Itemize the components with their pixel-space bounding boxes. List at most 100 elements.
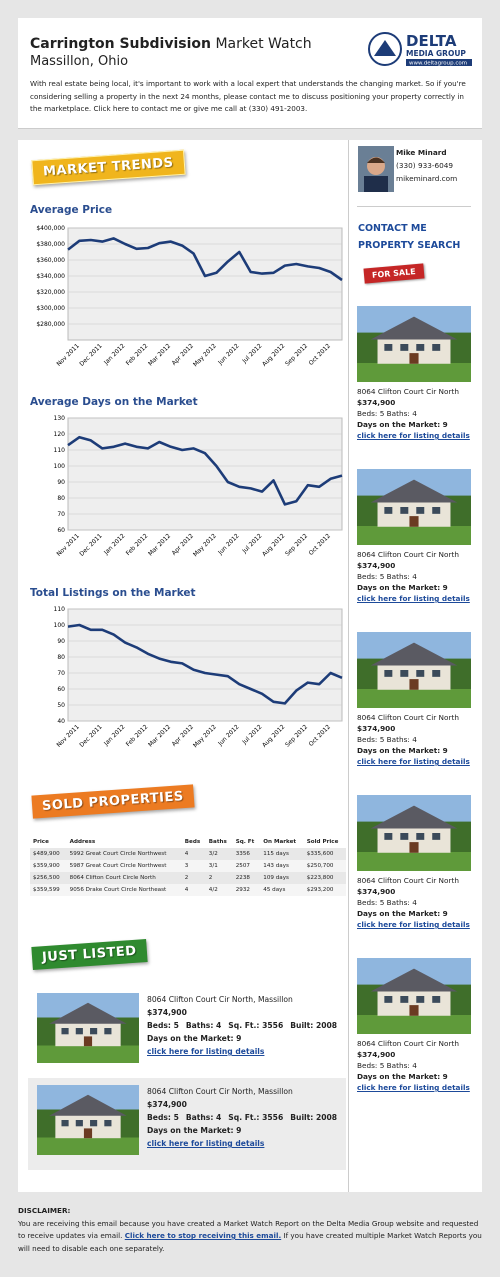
listing-link[interactable]: click here for listing details bbox=[357, 920, 470, 929]
table-cell: 9056 Drake Court Circle Northeast bbox=[69, 887, 167, 893]
listing-link[interactable]: click here for listing details bbox=[357, 431, 470, 440]
listing-price: $374,900 bbox=[357, 887, 396, 896]
x-tick-label: Nov 2011 bbox=[55, 532, 81, 558]
column-header: Address bbox=[69, 839, 96, 845]
x-tick-label: Aug 2012 bbox=[261, 723, 287, 749]
house-window bbox=[61, 1028, 69, 1035]
listing-price: $374,900 bbox=[147, 1008, 187, 1017]
table-row: $359,900 5987 Great Court Circle Northwes… bbox=[30, 860, 346, 872]
x-tick-label: Mar 2012 bbox=[147, 723, 172, 748]
table-cell: 3356 bbox=[235, 851, 250, 857]
listing-link[interactable]: click here for listing details bbox=[147, 1139, 265, 1148]
house-roof bbox=[370, 968, 458, 992]
listing-beds: Beds: 5 Baths: 4 bbox=[357, 898, 417, 907]
x-tick-label: Oct 2012 bbox=[308, 723, 333, 748]
y-tick-label: 60 bbox=[57, 686, 65, 693]
y-tick-label: 110 bbox=[54, 447, 66, 454]
listing-details: Beds: 5 Baths: 4 Sq. Ft.: 3556 Built: 2008 bbox=[147, 1019, 342, 1032]
photo-lawn bbox=[37, 1135, 139, 1155]
house-door bbox=[83, 1128, 93, 1139]
y-tick-label: $400,000 bbox=[36, 225, 65, 232]
unsubscribe-link[interactable]: Click here to stop receiving this email. bbox=[124, 1231, 282, 1240]
listing-beds: Beds: 5 Baths: 4 bbox=[357, 1061, 417, 1070]
x-tick-label: Dec 2011 bbox=[78, 532, 103, 557]
listing-address: 8064 Clifton Court Cir North, Massillon bbox=[147, 995, 293, 1004]
house-roof bbox=[370, 316, 458, 340]
photo-lawn bbox=[357, 686, 471, 708]
listing-link[interactable]: click here for listing details bbox=[357, 594, 470, 603]
photo-lawn bbox=[357, 360, 471, 382]
listing-detail: Sq. Ft.: 3556 bbox=[228, 1021, 284, 1030]
listing-link[interactable]: click here for listing details bbox=[147, 1047, 265, 1056]
listing-link[interactable]: click here for listing details bbox=[357, 1083, 470, 1092]
table-header: Price Address Beds Baths Sq. Ft On Market Sold… bbox=[30, 836, 346, 848]
y-tick-label: $320,000 bbox=[36, 289, 65, 296]
house-window bbox=[400, 996, 409, 1003]
column-header: Sold Price bbox=[306, 839, 339, 845]
x-tick-label: Jan 2012 bbox=[102, 532, 126, 556]
x-tick-label: Nov 2011 bbox=[55, 342, 81, 368]
photo-lawn bbox=[357, 849, 471, 871]
subtitle: Massillon, Ohio bbox=[30, 54, 129, 69]
house-roof bbox=[49, 1094, 127, 1116]
house-photo bbox=[357, 958, 471, 1034]
y-tick-label: $360,000 bbox=[36, 257, 65, 264]
table-cell: 3 bbox=[184, 863, 189, 869]
table-cell: 109 days bbox=[263, 875, 289, 881]
table-cell: $359,900 bbox=[33, 863, 60, 869]
table-cell: 5987 Great Court Circle Northwest bbox=[69, 863, 167, 869]
listing-days: Days on the Market: 9 bbox=[147, 1034, 242, 1043]
house-window bbox=[75, 1120, 83, 1127]
x-tick-label: Jan 2012 bbox=[102, 723, 126, 747]
house-window bbox=[384, 670, 393, 677]
disclaimer-text: If you have created multiple Market Watc… bbox=[18, 1231, 482, 1253]
house-window bbox=[104, 1120, 112, 1127]
table-cell: $359,599 bbox=[33, 887, 60, 893]
house-window bbox=[400, 833, 409, 840]
table-cell: 3/1 bbox=[208, 863, 218, 869]
plot-area bbox=[67, 227, 343, 341]
listing-detail: Built: 2008 bbox=[290, 1021, 338, 1030]
chart-title: Average Price bbox=[30, 204, 113, 216]
house-window bbox=[90, 1120, 98, 1127]
y-tick-label: 90 bbox=[57, 479, 65, 486]
house-door bbox=[409, 353, 419, 364]
table-cell: 2932 bbox=[235, 887, 250, 893]
chart-title: Average Days on the Market bbox=[30, 396, 198, 408]
house-door bbox=[409, 516, 419, 527]
house-window bbox=[90, 1028, 98, 1035]
house-door bbox=[409, 679, 419, 690]
sidebar-listing: 8064 Clifton Court Cir North $374,900 Beds… bbox=[357, 875, 477, 930]
house-window bbox=[75, 1028, 83, 1035]
listing-details: Beds: 5 Baths: 4 Sq. Ft.: 3556 Built: 2008 bbox=[147, 1111, 342, 1124]
listing-days: Days on the Market: 9 bbox=[357, 420, 448, 429]
nav-link[interactable]: PROPERTY SEARCH bbox=[358, 240, 461, 251]
x-tick-label: Aug 2012 bbox=[261, 342, 287, 368]
nav-link[interactable]: CONTACT ME bbox=[358, 223, 427, 234]
y-tick-label: 50 bbox=[57, 702, 65, 709]
y-tick-label: $280,000 bbox=[36, 321, 65, 328]
table-cell: 45 days bbox=[263, 887, 286, 893]
table-cell: 4/2 bbox=[208, 887, 218, 893]
listing-link[interactable]: click here for listing details bbox=[357, 757, 470, 766]
header-title: Carrington Subdivision Market Watch bbox=[30, 36, 312, 52]
house-window bbox=[384, 344, 393, 351]
table-cell: $250,700 bbox=[306, 863, 334, 869]
listing-days: Days on the Market: 9 bbox=[357, 746, 448, 755]
y-tick-label: 70 bbox=[57, 670, 65, 677]
y-tick-label: 110 bbox=[54, 606, 66, 613]
data-line bbox=[67, 623, 343, 705]
photo-lawn bbox=[357, 523, 471, 545]
x-tick-label: Dec 2011 bbox=[78, 723, 103, 748]
x-tick-label: Jun 2012 bbox=[216, 723, 241, 748]
x-tick-label: Jul 2012 bbox=[241, 342, 264, 365]
table-cell: 4 bbox=[184, 887, 189, 893]
listing-address: 8064 Clifton Court Cir North bbox=[357, 713, 459, 722]
house-roof bbox=[370, 805, 458, 829]
logo-name: DELTA bbox=[406, 32, 457, 50]
table-cell: $223,800 bbox=[306, 875, 334, 881]
listing-detail: Beds: 5 bbox=[147, 1113, 179, 1122]
